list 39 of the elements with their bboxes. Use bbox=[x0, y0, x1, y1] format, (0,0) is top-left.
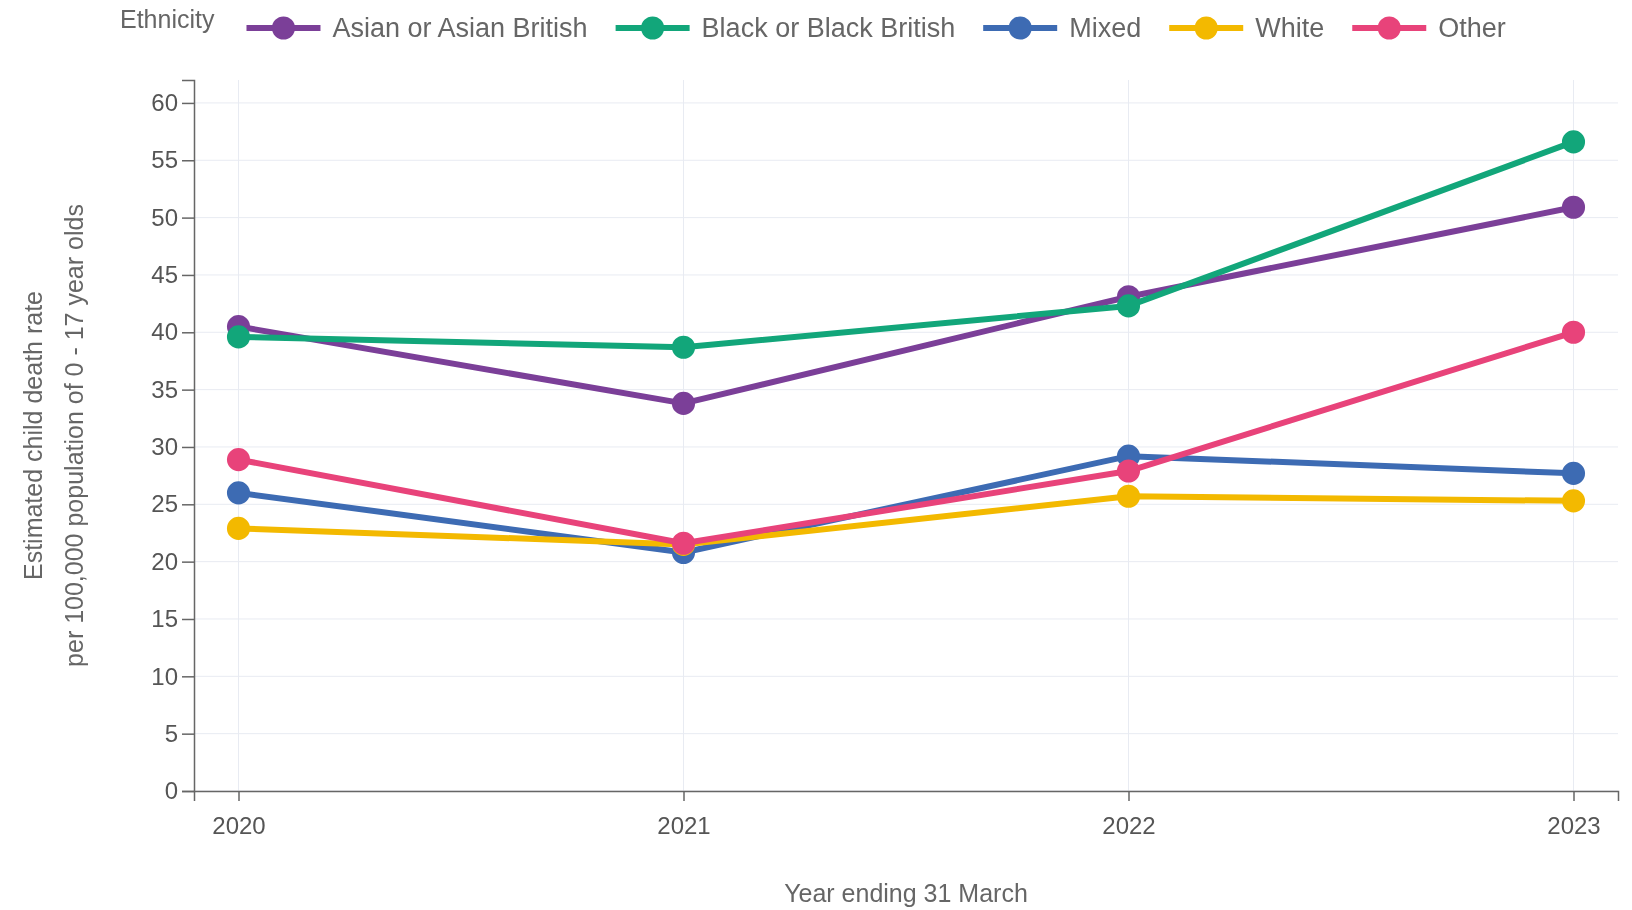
y-tick-label: 60 bbox=[151, 89, 178, 117]
x-axis-title: Year ending 31 March bbox=[784, 879, 1028, 907]
legend-label: Mixed bbox=[1069, 13, 1142, 43]
point bbox=[226, 516, 251, 540]
point bbox=[1116, 484, 1141, 508]
point bbox=[1116, 459, 1141, 483]
point bbox=[226, 481, 251, 505]
x-tick-label: 2021 bbox=[657, 812, 711, 840]
point bbox=[1116, 294, 1141, 318]
point bbox=[1561, 489, 1586, 513]
legend-title: Ethnicity bbox=[120, 5, 215, 33]
legend-label: Other bbox=[1438, 13, 1506, 43]
point bbox=[1561, 195, 1586, 219]
point bbox=[226, 448, 251, 472]
y-tick-label: 40 bbox=[151, 318, 178, 346]
y-tick-label: 25 bbox=[151, 490, 178, 518]
y-tick-label: 50 bbox=[151, 203, 178, 231]
y-tick-label: 20 bbox=[151, 547, 178, 575]
x-tick-label: 2020 bbox=[212, 812, 266, 840]
y-tick-label: 0 bbox=[164, 777, 178, 805]
point bbox=[671, 391, 696, 415]
y-tick-label: 15 bbox=[151, 605, 178, 633]
x-tick-label: 2023 bbox=[1547, 812, 1601, 840]
legend-label: White bbox=[1255, 13, 1325, 43]
y-tick-label: 30 bbox=[151, 433, 178, 461]
point bbox=[1561, 320, 1586, 344]
y-tick-label: 35 bbox=[151, 375, 178, 403]
x-tick-label: 2022 bbox=[1102, 812, 1156, 840]
y-tick-label: 45 bbox=[151, 261, 178, 289]
point bbox=[1561, 130, 1586, 154]
y-tick-label: 10 bbox=[151, 662, 178, 690]
point bbox=[1561, 461, 1586, 485]
point bbox=[671, 335, 696, 359]
y-tick-label: 5 bbox=[164, 719, 178, 747]
legend-label: Black or Black British bbox=[701, 13, 956, 43]
point bbox=[226, 325, 251, 349]
y-tick-label: 55 bbox=[151, 146, 178, 174]
y-axis-title: Estimated child death rate per 100,000 population of 0 - 17 year olds bbox=[19, 204, 88, 667]
legend-label: Asian or Asian British bbox=[332, 13, 588, 43]
